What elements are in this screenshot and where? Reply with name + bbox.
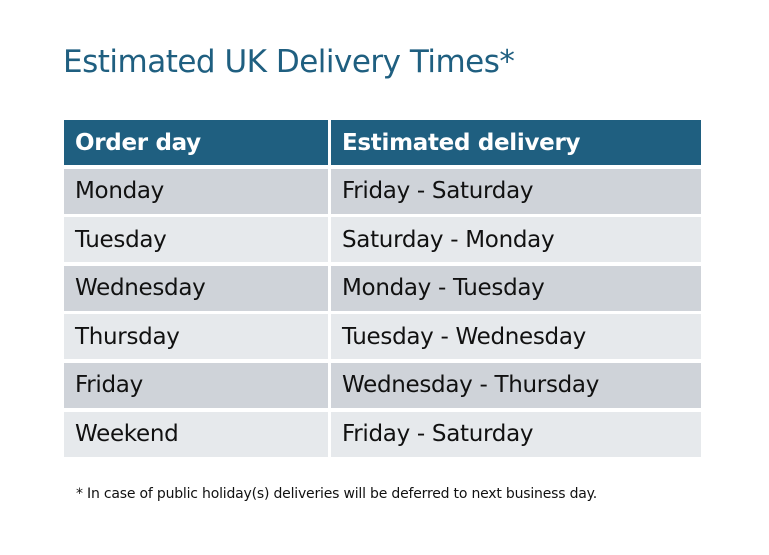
table-row-order-day: Monday bbox=[64, 168, 328, 214]
table-row-order-day: Weekend bbox=[64, 411, 328, 457]
table-row-delivery: Monday - Tuesday bbox=[331, 265, 701, 311]
table-row-delivery: Tuesday - Wednesday bbox=[331, 314, 701, 360]
table-row-order-day: Friday bbox=[64, 362, 328, 408]
table-row-order-day: Wednesday bbox=[64, 265, 328, 311]
table-row-delivery: Friday - Saturday bbox=[331, 168, 701, 214]
table-row-delivery: Friday - Saturday bbox=[331, 411, 701, 457]
table-row-order-day: Thursday bbox=[64, 314, 328, 360]
table-row-delivery: Wednesday - Thursday bbox=[331, 362, 701, 408]
header-estimated-delivery: Estimated delivery bbox=[331, 120, 701, 165]
footnote: * In case of public holiday(s) deliverie… bbox=[76, 486, 597, 502]
header-order-day: Order day bbox=[64, 120, 328, 165]
table-row-order-day: Tuesday bbox=[64, 217, 328, 263]
page-title: Estimated UK Delivery Times* bbox=[63, 44, 515, 80]
table-row-delivery: Saturday - Monday bbox=[331, 217, 701, 263]
delivery-table: Order day Estimated delivery Monday Frid… bbox=[64, 120, 701, 460]
